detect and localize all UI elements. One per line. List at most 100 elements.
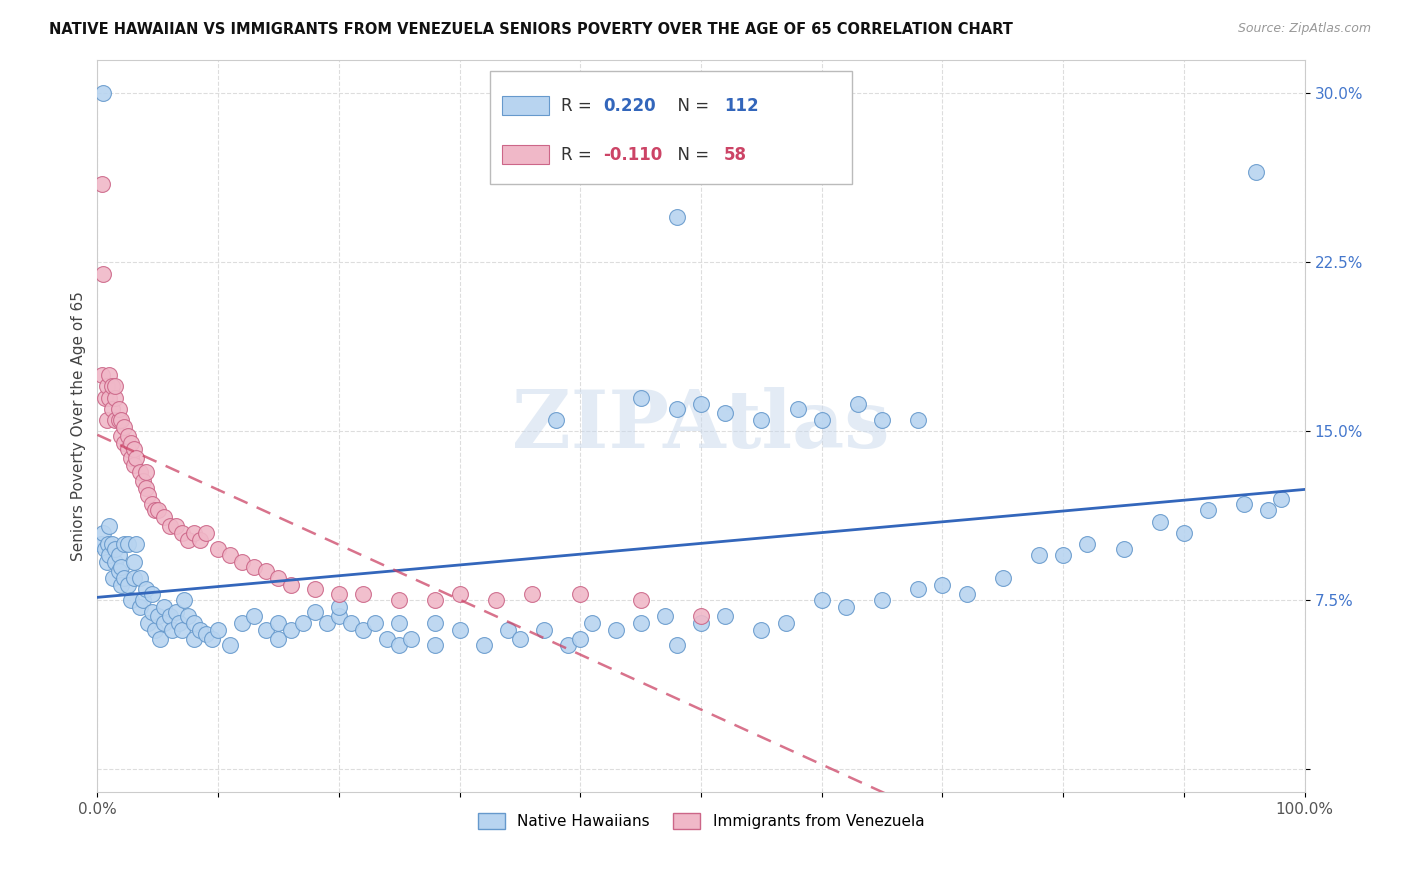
Point: [1233, 496, 1256, 510]
Point: [280, 577, 302, 591]
Point: [177, 533, 200, 547]
Point: [207, 541, 229, 556]
Text: -0.110: -0.110: [603, 145, 662, 164]
Point: [231, 615, 253, 630]
Point: [399, 632, 422, 646]
Point: [449, 623, 471, 637]
Point: [690, 397, 713, 411]
Point: [340, 615, 363, 630]
Point: [425, 639, 447, 653]
Point: [665, 401, 688, 416]
Point: [104, 379, 127, 393]
Text: N =: N =: [668, 96, 714, 115]
Point: [143, 623, 166, 637]
Point: [93, 267, 115, 281]
Point: [546, 413, 568, 427]
Point: [1270, 491, 1292, 506]
Point: [328, 587, 350, 601]
Point: [132, 593, 155, 607]
Point: [98, 391, 121, 405]
Point: [165, 605, 187, 619]
Point: [291, 615, 314, 630]
Point: [143, 503, 166, 517]
Point: [630, 615, 652, 630]
Point: [183, 525, 205, 540]
Point: [120, 451, 142, 466]
Point: [219, 549, 242, 563]
Point: [112, 537, 135, 551]
Point: [104, 413, 127, 427]
Point: [170, 623, 193, 637]
Point: [110, 413, 132, 427]
Point: [907, 413, 929, 427]
Point: [98, 549, 121, 563]
Point: [654, 609, 676, 624]
Point: [188, 623, 211, 637]
Point: [991, 571, 1014, 585]
Point: [169, 615, 191, 630]
Point: [112, 420, 135, 434]
Point: [149, 632, 172, 646]
Point: [90, 537, 112, 551]
Point: [183, 615, 205, 630]
Point: [786, 401, 808, 416]
Point: [146, 503, 169, 517]
Point: [128, 465, 150, 479]
Point: [509, 632, 531, 646]
Text: R =: R =: [561, 145, 598, 164]
Text: 0.220: 0.220: [603, 96, 657, 115]
Point: [110, 577, 132, 591]
Point: [152, 615, 174, 630]
Point: [1197, 503, 1219, 517]
Point: [98, 368, 121, 382]
Point: [96, 555, 118, 569]
Point: [425, 615, 447, 630]
Y-axis label: Seniors Poverty Over the Age of 65: Seniors Poverty Over the Age of 65: [72, 291, 86, 561]
Point: [485, 593, 508, 607]
Point: [183, 632, 205, 646]
Point: [690, 609, 713, 624]
Point: [117, 577, 139, 591]
Point: [93, 525, 115, 540]
Point: [160, 623, 183, 637]
Point: [1028, 549, 1050, 563]
Point: [665, 211, 688, 225]
Point: [125, 537, 148, 551]
Text: Source: ZipAtlas.com: Source: ZipAtlas.com: [1237, 22, 1371, 36]
Point: [955, 587, 977, 601]
Point: [117, 429, 139, 443]
Point: [449, 587, 471, 601]
Point: [128, 571, 150, 585]
Point: [810, 593, 832, 607]
Point: [364, 615, 387, 630]
Point: [207, 623, 229, 637]
Point: [108, 413, 131, 427]
Point: [267, 632, 290, 646]
Point: [136, 615, 159, 630]
Point: [165, 519, 187, 533]
Point: [280, 623, 302, 637]
Point: [569, 587, 592, 601]
Point: [122, 555, 145, 569]
Point: [267, 571, 290, 585]
Point: [122, 571, 145, 585]
Point: [141, 605, 163, 619]
Point: [101, 401, 124, 416]
Point: [254, 564, 277, 578]
Point: [219, 639, 242, 653]
Point: [352, 587, 374, 601]
Point: [835, 600, 858, 615]
FancyBboxPatch shape: [502, 96, 550, 115]
Point: [112, 435, 135, 450]
Point: [112, 571, 135, 585]
Point: [870, 413, 893, 427]
Point: [195, 627, 218, 641]
Point: [135, 465, 157, 479]
Point: [136, 487, 159, 501]
Point: [104, 541, 127, 556]
Point: [870, 593, 893, 607]
Point: [1173, 525, 1195, 540]
Point: [96, 379, 118, 393]
Point: [152, 510, 174, 524]
Point: [120, 435, 142, 450]
